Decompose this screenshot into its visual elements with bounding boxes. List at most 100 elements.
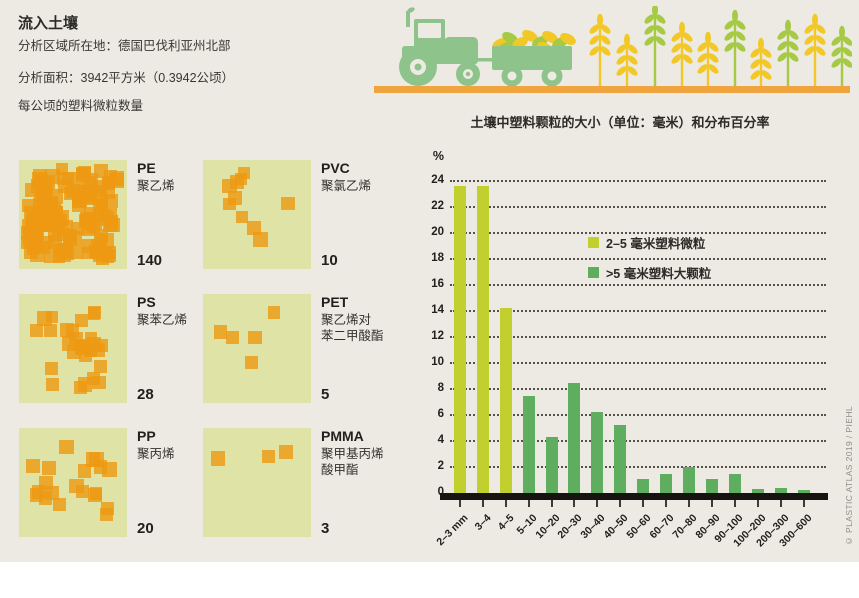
chart-bar [637, 478, 650, 493]
particle-square [74, 314, 88, 328]
particle-square [225, 330, 240, 344]
copyright-credit: © PLASTIC ATLAS 2019 / PIEHL [844, 405, 854, 546]
plastic-name: 聚乙烯对 苯二甲酸酯 [321, 312, 384, 343]
particle-square [223, 197, 236, 211]
particle-square [62, 228, 77, 244]
particle-square [253, 232, 269, 248]
plastic-count: 28 [137, 386, 154, 403]
x-axis-tick [665, 500, 668, 507]
y-tick-label: 14 [431, 304, 444, 316]
chart-bar [476, 186, 489, 493]
x-axis-tick [504, 500, 507, 507]
particle-square [89, 487, 103, 500]
chart-title: 土壤中塑料颗粒的大小（单位：毫米）和分布百分率 [470, 115, 770, 130]
plastics-grid: PE 聚乙烯 140 PVC 聚氯乙烯 10 PS 聚苯乙烯 [19, 160, 404, 562]
gridline [450, 466, 826, 468]
particle-square [81, 220, 96, 236]
x-axis-tick [550, 500, 553, 507]
x-axis-tick [757, 500, 760, 507]
particle-square [37, 185, 52, 200]
x-axis-tick [734, 500, 737, 507]
particle-square [52, 497, 66, 511]
y-tick-label: 10 [431, 356, 444, 368]
particle-square [83, 186, 98, 201]
particle-square [87, 372, 100, 386]
particle-square [246, 221, 261, 235]
y-tick-label: 20 [431, 226, 444, 238]
particle-square [230, 175, 245, 190]
x-axis-tick [642, 500, 645, 507]
y-tick-label: 4 [437, 434, 444, 446]
crop-leaf-icon [522, 30, 538, 42]
plastic-abbr: PE [137, 160, 156, 176]
infographic-page: { "header": { "title": "流入土壤", "subtitle… [0, 0, 859, 562]
x-axis-tick [619, 500, 622, 507]
gridline [450, 440, 826, 442]
y-tick-label: 16 [431, 278, 444, 290]
particle-square [45, 362, 59, 376]
wheat-plant-icon [777, 19, 799, 86]
particle-square [278, 445, 293, 460]
particle-square [33, 198, 48, 213]
wheat-plant-icon [616, 33, 638, 86]
particle-square [244, 356, 258, 370]
x-axis-tick [573, 500, 576, 507]
particle-square [22, 199, 36, 213]
particle-square [94, 233, 108, 247]
plastic-cell-pet: PET 聚乙烯对 苯二甲酸酯 5 [203, 294, 387, 403]
plastic-name: 聚乙烯 [137, 178, 175, 193]
trailer-icon [492, 30, 576, 87]
chart-bar [499, 308, 512, 493]
gridline [450, 362, 826, 364]
legend-label: 2–5 毫米塑料微粒 [606, 237, 706, 251]
wheat-plant-icon [644, 6, 666, 86]
legend-item-large: >5 毫米塑料大颗粒 [588, 263, 711, 282]
particle-square [88, 306, 101, 320]
particle-square [51, 213, 66, 228]
plastic-name: 聚氯乙烯 [321, 178, 372, 193]
wheat-plant-icon [831, 25, 852, 86]
crop-leaf-icon [542, 31, 558, 43]
y-tick-label: 22 [431, 200, 444, 212]
chart-bar [706, 478, 719, 493]
particle-square [46, 310, 59, 323]
legend-label: >5 毫米塑料大颗粒 [606, 267, 712, 281]
plastic-count: 20 [137, 520, 154, 537]
plastic-count: 5 [321, 386, 330, 403]
crop-leaf-icon [502, 32, 518, 44]
chart-bar [683, 467, 696, 493]
legend-swatch-green [588, 267, 599, 278]
gridline [450, 388, 826, 390]
plastic-name: 聚甲基丙烯 酸甲酯 [321, 446, 384, 477]
chart-bar [614, 425, 627, 493]
gridline [450, 258, 826, 260]
particle-square [69, 332, 84, 347]
particle-square [236, 211, 249, 224]
gridline [450, 336, 826, 338]
particle-square [94, 360, 107, 373]
plastic-count: 140 [137, 252, 163, 269]
y-tick-label: 24 [431, 174, 444, 186]
particle-tile-pe [19, 160, 127, 269]
chart-bar [797, 490, 810, 493]
chart-bar [568, 382, 581, 493]
chart-bar [522, 395, 535, 493]
y-axis-unit-label: % [432, 149, 444, 163]
particle-square [248, 330, 262, 345]
chart-bar [729, 473, 742, 493]
particle-square [28, 236, 44, 252]
particle-square [26, 458, 40, 473]
chart-bar [660, 473, 673, 493]
analysis-area-line: 分析面积：3942平方米（0.3942公顷） [18, 71, 235, 85]
particle-square [267, 306, 281, 319]
crop-leaf-icon [512, 37, 528, 49]
y-tick-label: 6 [437, 408, 444, 420]
tractor-icon [399, 7, 492, 86]
plastic-abbr: PET [321, 294, 349, 310]
particle-square [77, 464, 92, 478]
gridline [450, 310, 826, 312]
y-tick-label: 2 [437, 460, 444, 472]
x-axis-tick [481, 500, 484, 507]
particle-square [46, 202, 61, 217]
chart-bar [453, 186, 466, 493]
